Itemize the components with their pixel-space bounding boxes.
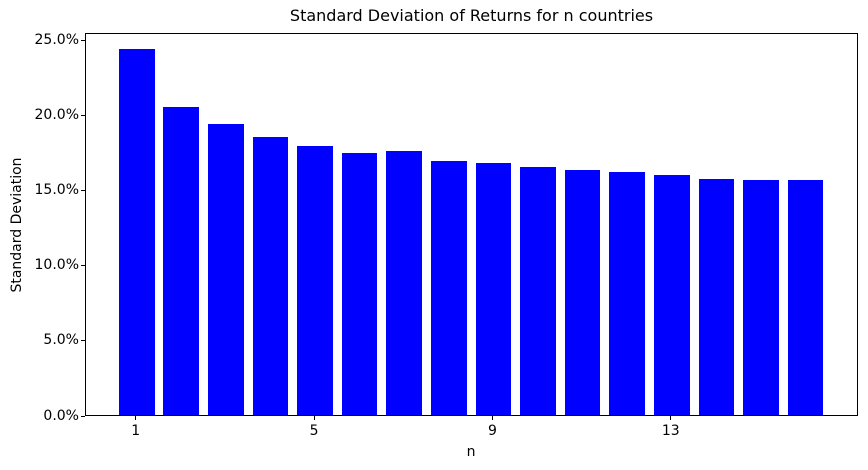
- y-tick-label: 15.0%: [34, 182, 79, 199]
- x-tick-label: 1: [131, 423, 141, 439]
- y-tick-label: 5.0%: [43, 332, 79, 349]
- bar-n-5: [297, 146, 333, 415]
- x-axis-label: n: [466, 444, 476, 460]
- y-tick-mark: [81, 340, 85, 342]
- bar-n-8: [430, 161, 467, 415]
- x-tick-mark: [135, 416, 137, 420]
- x-tick-label: 13: [661, 423, 680, 439]
- bar-n-6: [341, 152, 378, 415]
- chart-title: Standard Deviation of Returns for n coun…: [289, 6, 654, 25]
- bar-n-7: [386, 151, 423, 415]
- y-tick-mark: [81, 190, 85, 192]
- bar-n-1: [118, 48, 155, 415]
- x-tick-mark: [491, 416, 493, 420]
- bar-n-15: [743, 179, 779, 415]
- y-tick-mark: [81, 40, 85, 41]
- bar-n-10: [520, 167, 556, 415]
- bar-n-12: [609, 172, 646, 415]
- bar-n-13: [653, 175, 690, 415]
- x-tick-label: 5: [309, 423, 319, 439]
- y-tick-label: 20.0%: [34, 107, 79, 124]
- y-tick-mark: [81, 115, 85, 117]
- bar-n-4: [252, 137, 289, 415]
- y-tick-mark: [81, 265, 85, 267]
- bar-n-2: [163, 107, 200, 415]
- bar-n-14: [698, 179, 735, 415]
- bar-n-11: [564, 170, 601, 415]
- y-tick-label: 25.0%: [34, 32, 79, 48]
- x-tick-mark: [670, 416, 672, 420]
- bar-n-16: [787, 179, 824, 415]
- bar-n-3: [208, 123, 244, 415]
- y-tick-label: 10.0%: [34, 257, 79, 274]
- y-tick-mark: [81, 415, 85, 417]
- plot-area: [85, 33, 858, 416]
- x-tick-mark: [313, 416, 315, 420]
- x-tick-label: 9: [487, 423, 497, 439]
- y-tick-label: 0.0%: [43, 407, 79, 424]
- bar-n-9: [475, 162, 512, 415]
